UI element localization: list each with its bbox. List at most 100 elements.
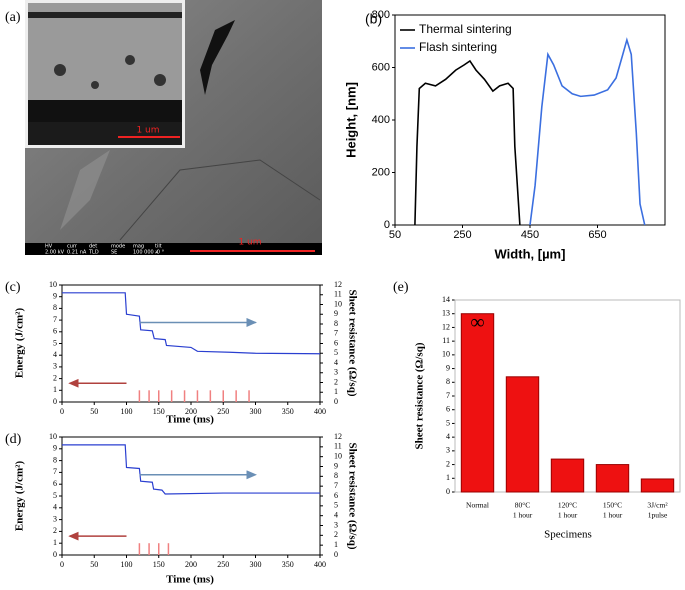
info-value: 0.21 nA [67,250,87,256]
x-tick-label: 0 [60,407,64,416]
y-tick-label: 9 [53,292,57,301]
panel-label: (a) [5,10,21,25]
y-tick-label: 9 [446,363,450,372]
y2-tick-label: 10 [334,299,342,308]
y-tick-label: 6 [446,405,450,414]
y2-tick-label: 4 [334,358,338,367]
info-value: SE [111,250,117,256]
chart-panel: (c) Time (ms) Energy (J/cm²) Sheet resistan… [5,280,358,426]
y2-tick-label: 6 [334,491,338,500]
x-tick-label: 150 [153,407,165,416]
info-key: HV [45,244,53,250]
x-tick-label: 350 [282,407,294,416]
x-tick-label: 0 [60,560,64,569]
y-tick-label: 1 [53,538,57,547]
bar [460,313,495,493]
y2-tick-label: 12 [334,280,342,289]
y2-tick-label: 3 [334,520,338,529]
line [529,37,646,226]
x-axis-label: Specimens [544,529,592,541]
y2-tick-label: 9 [334,309,338,318]
y2-tick-label: 1 [334,387,338,396]
y2-tick-label: 6 [334,338,338,347]
chart-panel: (d) Time (ms) Energy (J/cm²) Sheet resistan… [5,432,358,586]
x-tick-label: 250 [217,560,229,569]
y-tick-label: 10 [442,350,450,359]
y-tick-label: 10 [49,432,57,441]
y2-tick-label: 11 [334,290,342,299]
x-tick-label: 250 [453,229,471,241]
y-tick-label: 800 [372,9,390,21]
y-tick-label: 8 [53,455,57,464]
y2-tick-label: 2 [334,377,338,386]
layer [28,12,182,18]
y-tick-label: 2 [446,459,450,468]
x-tick-label: 120°C [558,501,577,510]
info-key: curr [67,244,78,250]
y2-axis-label: Sheet resistance (Ω/sq) [346,443,358,550]
info-value: -0 ° [155,250,165,256]
grain [60,150,110,230]
bar [595,464,630,493]
x-tick-label: 50 [90,407,98,416]
y-tick-label: 600 [372,61,390,73]
y-tick-label: 4 [53,350,57,359]
y2-tick-label: 4 [334,510,338,519]
y-tick-label: 0 [53,550,57,559]
y2-tick-label: 5 [334,348,338,357]
y2-tick-label: 7 [334,329,338,338]
x-tick-label: 450 [521,229,539,241]
panel-label: (e) [393,280,409,295]
x-tick-label: 1 hour [603,511,623,520]
x-tick-label: 100 [121,407,133,416]
y-tick-label: 14 [442,295,450,304]
info-key: mode [111,244,125,250]
y-tick-label: 11 [442,336,450,345]
x-tick-label: 350 [282,560,294,569]
x-axis-label: Time (ms) [166,414,214,426]
y-tick-label: 7 [53,467,57,476]
x-tick-label: 3J/cm² [647,501,668,510]
x-tick-label: 400 [314,407,326,416]
x-tick-label: 1 hour [513,511,533,520]
y2-tick-label: 0 [334,397,338,406]
x-tick-label: Normal [466,501,489,510]
y-tick-label: 3 [446,446,450,455]
y2-tick-label: 12 [334,432,342,441]
boundary [119,159,321,241]
y-tick-label: 6 [53,327,57,336]
chart-panel: (b) Width, [µm] Height, [nm] 0 200 400 600 800 5… [343,9,666,261]
bar [505,376,540,493]
bar [550,458,585,493]
plot-frame [61,284,321,403]
y-tick-label: 2 [53,526,57,535]
y-tick-label: 5 [53,338,57,347]
y-tick-label: 9 [53,444,57,453]
y2-tick-label: 8 [334,471,338,480]
y-tick-label: 3 [53,362,57,371]
y-tick-label: 400 [372,114,390,126]
legend-label: Thermal sintering [419,22,512,36]
y-tick-label: 8 [446,377,450,386]
x-tick-label: 150 [153,560,165,569]
y-tick-label: 7 [446,391,450,400]
y-tick-label: 6 [53,479,57,488]
panel-label: (c) [5,280,21,295]
x-tick-label: 50 [389,229,401,241]
crack [200,20,235,95]
scale-label: 1 um [136,126,159,136]
line [414,59,521,226]
void [54,64,66,76]
x-tick-label: 300 [250,407,262,416]
void [154,74,166,86]
void [125,55,135,65]
panel-label: (b) [365,11,382,27]
y2-tick-label: 7 [334,481,338,490]
x-tick-label: 200 [185,560,197,569]
x-axis-label: Time (ms) [166,574,214,586]
y-tick-label: 200 [372,166,390,178]
y2-tick-label: 3 [334,368,338,377]
y2-tick-label: 10 [334,451,342,460]
